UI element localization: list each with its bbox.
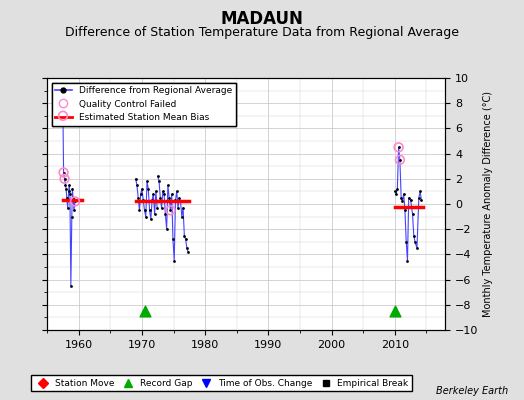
Point [165, 194, 173, 201]
Point [141, 308, 149, 314]
Point [410, 232, 418, 239]
Point [134, 194, 143, 201]
Point [147, 216, 155, 222]
Point [145, 207, 154, 214]
Point [177, 198, 185, 205]
Point [138, 186, 146, 192]
Point [397, 194, 406, 201]
Point [60, 176, 69, 182]
Point [390, 188, 399, 195]
Point [181, 236, 190, 242]
Point [132, 176, 140, 182]
Point [133, 182, 141, 188]
Point [153, 204, 161, 211]
Point [70, 207, 78, 214]
Point [414, 194, 423, 201]
Point [172, 188, 181, 195]
Point [71, 198, 79, 205]
Point [390, 308, 399, 314]
Point [162, 226, 171, 232]
Point [135, 207, 144, 214]
Point [150, 211, 159, 217]
Point [67, 283, 75, 289]
Point [140, 207, 149, 214]
Point [64, 188, 73, 195]
Point [160, 191, 168, 197]
Point [59, 169, 68, 176]
Point [149, 191, 158, 197]
Point [395, 144, 403, 150]
Point [178, 214, 186, 220]
Point [398, 198, 407, 205]
Point [61, 182, 70, 188]
Point [63, 204, 72, 211]
Point [183, 245, 191, 251]
Point [403, 258, 412, 264]
Point [154, 173, 162, 180]
Point [171, 197, 180, 204]
Point [144, 186, 152, 192]
Text: MADAUN: MADAUN [221, 10, 303, 28]
Legend: Station Move, Record Gap, Time of Obs. Change, Empirical Break: Station Move, Record Gap, Time of Obs. C… [31, 375, 412, 392]
Point [417, 197, 425, 204]
Point [392, 191, 400, 197]
Point [155, 178, 163, 184]
Point [59, 112, 67, 119]
Point [148, 197, 156, 204]
Point [184, 249, 192, 255]
Point [413, 245, 421, 251]
Point [68, 214, 76, 220]
Point [396, 157, 404, 163]
Point [411, 238, 419, 245]
Point [395, 144, 403, 150]
Point [69, 194, 77, 201]
Point [143, 178, 151, 184]
Point [65, 182, 73, 188]
Text: Difference of Station Temperature Data from Regional Average: Difference of Station Temperature Data f… [65, 26, 459, 39]
Point [175, 194, 183, 201]
Y-axis label: Monthly Temperature Anomaly Difference (°C): Monthly Temperature Anomaly Difference (… [483, 91, 493, 317]
Point [137, 191, 145, 197]
Point [166, 207, 174, 214]
Point [408, 211, 417, 217]
Point [174, 204, 182, 211]
Point [163, 182, 172, 188]
Point [156, 194, 165, 201]
Point [161, 211, 170, 217]
Legend: Difference from Regional Average, Quality Control Failed, Estimated Station Mean: Difference from Regional Average, Qualit… [52, 82, 236, 126]
Point [170, 258, 178, 264]
Point [180, 232, 189, 239]
Point [68, 186, 77, 192]
Point [416, 188, 424, 195]
Point [60, 176, 69, 182]
Point [179, 204, 187, 211]
Point [59, 169, 68, 176]
Point [396, 157, 404, 163]
Point [405, 194, 413, 201]
Point [151, 188, 160, 195]
Point [166, 207, 174, 214]
Point [169, 236, 177, 242]
Point [62, 194, 71, 201]
Point [402, 238, 410, 245]
Point [141, 214, 150, 220]
Point [71, 198, 79, 205]
Point [59, 112, 67, 119]
Point [62, 186, 70, 192]
Point [407, 197, 415, 204]
Point [401, 207, 409, 214]
Point [139, 197, 147, 204]
Point [157, 204, 166, 211]
Point [168, 191, 176, 197]
Point [399, 191, 408, 197]
Point [159, 188, 167, 195]
Point [66, 191, 74, 197]
Text: Berkeley Earth: Berkeley Earth [436, 386, 508, 396]
Point [393, 186, 401, 192]
